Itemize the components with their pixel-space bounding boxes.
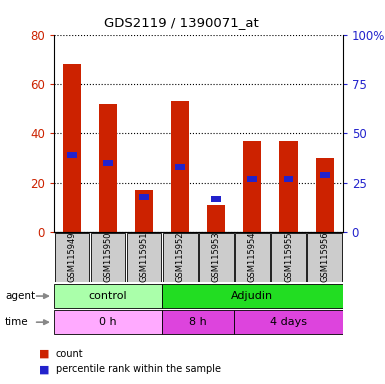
FancyBboxPatch shape <box>199 233 234 282</box>
FancyBboxPatch shape <box>162 284 343 308</box>
Text: ■: ■ <box>38 349 49 359</box>
Bar <box>99 104 117 232</box>
Bar <box>280 141 298 232</box>
FancyBboxPatch shape <box>54 310 162 334</box>
Text: GSM115952: GSM115952 <box>176 231 185 281</box>
Bar <box>135 190 153 232</box>
Text: GSM115953: GSM115953 <box>212 231 221 281</box>
Text: 4 days: 4 days <box>270 317 307 327</box>
Bar <box>243 141 261 232</box>
Bar <box>171 101 189 232</box>
Bar <box>67 152 77 158</box>
Bar <box>175 164 185 170</box>
Bar <box>248 176 258 182</box>
Text: GSM115954: GSM115954 <box>248 231 257 281</box>
FancyBboxPatch shape <box>162 310 234 334</box>
FancyBboxPatch shape <box>307 233 342 282</box>
FancyBboxPatch shape <box>127 233 161 282</box>
Text: percentile rank within the sample: percentile rank within the sample <box>56 364 221 374</box>
Text: GSM115956: GSM115956 <box>320 231 329 281</box>
FancyBboxPatch shape <box>54 284 162 308</box>
Bar <box>316 158 334 232</box>
FancyBboxPatch shape <box>234 310 343 334</box>
Bar <box>139 194 149 200</box>
Text: GSM115949: GSM115949 <box>67 231 77 281</box>
FancyBboxPatch shape <box>235 233 270 282</box>
Text: Adjudin: Adjudin <box>231 291 273 301</box>
FancyBboxPatch shape <box>55 233 89 282</box>
Text: time: time <box>5 317 28 327</box>
Bar <box>207 205 225 232</box>
Bar <box>63 64 81 232</box>
Text: agent: agent <box>5 291 35 301</box>
Bar <box>211 195 221 202</box>
Text: ■: ■ <box>38 364 49 374</box>
Text: count: count <box>56 349 84 359</box>
Bar <box>283 176 293 182</box>
Text: control: control <box>89 291 127 301</box>
Text: GSM115951: GSM115951 <box>140 231 149 281</box>
Text: GDS2119 / 1390071_at: GDS2119 / 1390071_at <box>104 16 258 29</box>
FancyBboxPatch shape <box>91 233 126 282</box>
FancyBboxPatch shape <box>163 233 198 282</box>
Text: 8 h: 8 h <box>189 317 207 327</box>
Bar <box>103 160 113 166</box>
Text: 0 h: 0 h <box>99 317 117 327</box>
Text: GSM115955: GSM115955 <box>284 231 293 281</box>
FancyBboxPatch shape <box>271 233 306 282</box>
Bar <box>320 172 330 178</box>
Text: GSM115950: GSM115950 <box>104 231 112 281</box>
